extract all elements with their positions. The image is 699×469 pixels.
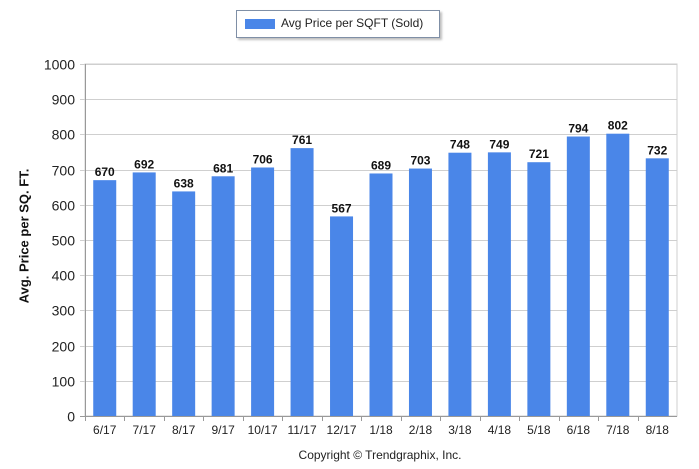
copyright-text: Copyright © Trendgraphix, Inc.: [298, 448, 462, 462]
x-tick-label: 11/17: [287, 423, 316, 437]
bar: [448, 152, 472, 417]
data-label: 689: [371, 158, 391, 172]
x-tick-label: 8/17: [172, 423, 196, 437]
y-tick-label: 300: [52, 303, 76, 319]
data-label: 721: [529, 147, 549, 161]
x-tick-label: 5/18: [527, 423, 551, 437]
bar: [132, 172, 156, 416]
y-tick-label: 0: [67, 409, 75, 425]
data-label: 681: [213, 161, 233, 175]
bar: [606, 133, 630, 417]
x-tick-label: 9/17: [211, 423, 235, 437]
data-label: 749: [489, 137, 509, 151]
bar: [93, 180, 117, 416]
bar: [369, 173, 393, 416]
y-tick-label: 800: [52, 127, 76, 143]
data-label: 794: [568, 122, 588, 136]
x-tick-label: 1/18: [369, 423, 393, 437]
bar: [527, 162, 551, 416]
data-label: 802: [608, 119, 628, 133]
y-tick-label: 200: [52, 339, 76, 355]
x-tick-label: 2/18: [409, 423, 433, 437]
y-tick-label: 1000: [44, 57, 75, 73]
bar: [211, 176, 235, 416]
legend: Avg Price per SQFT (Sold): [236, 10, 440, 38]
bar: [251, 167, 275, 416]
bar: [290, 148, 314, 417]
y-tick-label: 500: [52, 233, 76, 249]
bar: [330, 216, 354, 416]
x-tick-label: 6/18: [567, 423, 591, 437]
data-label: 748: [450, 138, 470, 152]
y-tick-label: 700: [52, 163, 76, 179]
x-tick-label: 4/18: [488, 423, 512, 437]
x-tick-label: 7/18: [606, 423, 630, 437]
data-label: 638: [174, 176, 194, 190]
y-tick-label: 900: [52, 92, 76, 108]
y-tick-label: 100: [52, 374, 76, 390]
data-label: 703: [410, 154, 430, 168]
bar: [487, 152, 511, 417]
y-tick-label: 600: [52, 198, 76, 214]
x-tick-label: 10/17: [248, 423, 278, 437]
data-label: 732: [647, 143, 667, 157]
y-tick-label: 400: [52, 268, 76, 284]
legend-label: Avg Price per SQFT (Sold): [281, 16, 424, 30]
x-tick-label: 6/17: [93, 423, 117, 437]
data-label: 670: [95, 165, 115, 179]
x-tick-label: 8/18: [646, 423, 670, 437]
bar: [172, 191, 196, 416]
data-label: 692: [134, 157, 154, 171]
data-label: 706: [253, 152, 273, 166]
x-tick-label: 12/17: [327, 423, 357, 437]
data-label: 567: [332, 201, 352, 215]
x-tick-label: 3/18: [448, 423, 472, 437]
data-label: 761: [292, 133, 312, 147]
legend-swatch: [245, 19, 275, 29]
bar: [645, 158, 669, 416]
x-tick-label: 7/17: [133, 423, 157, 437]
bar: [566, 136, 590, 416]
bar: [408, 168, 432, 416]
